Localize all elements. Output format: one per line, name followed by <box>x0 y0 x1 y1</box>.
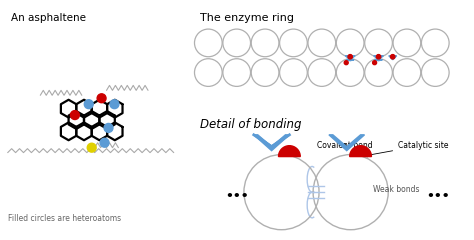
Text: An asphaltene: An asphaltene <box>10 13 86 23</box>
Circle shape <box>110 100 119 109</box>
Circle shape <box>71 111 79 120</box>
Text: •••: ••• <box>225 190 249 203</box>
Polygon shape <box>329 135 365 151</box>
Circle shape <box>87 143 96 152</box>
Circle shape <box>84 100 93 109</box>
Circle shape <box>100 138 109 147</box>
Wedge shape <box>350 146 372 156</box>
Polygon shape <box>254 135 290 151</box>
Polygon shape <box>374 56 383 60</box>
Circle shape <box>97 94 106 103</box>
Polygon shape <box>346 60 354 61</box>
Polygon shape <box>345 56 355 60</box>
Polygon shape <box>389 56 397 60</box>
Wedge shape <box>279 146 300 156</box>
Polygon shape <box>374 60 383 61</box>
Circle shape <box>344 61 348 65</box>
Text: Catalytic site: Catalytic site <box>364 141 448 157</box>
Circle shape <box>373 61 376 65</box>
Circle shape <box>348 54 352 59</box>
Text: Filled circles are heteroatoms: Filled circles are heteroatoms <box>8 214 121 223</box>
Text: Covalent bond: Covalent bond <box>317 141 373 150</box>
Text: Weak bonds: Weak bonds <box>374 185 420 194</box>
Text: The enzyme ring: The enzyme ring <box>201 13 294 23</box>
Text: •••: ••• <box>426 190 449 203</box>
Text: Detail of bonding: Detail of bonding <box>201 118 302 131</box>
Circle shape <box>391 54 395 59</box>
Circle shape <box>104 123 113 132</box>
Circle shape <box>376 54 381 59</box>
